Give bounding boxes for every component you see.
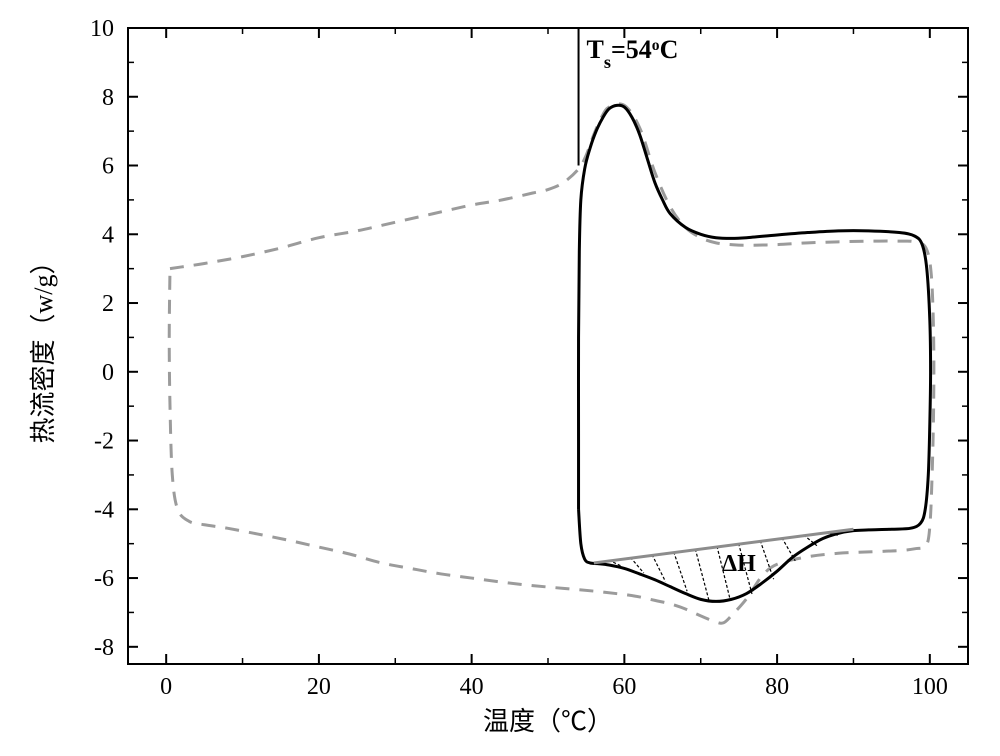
svg-text:2: 2 [102,291,114,317]
svg-text:0: 0 [160,674,172,700]
svg-text:60: 60 [612,674,636,700]
svg-text:10: 10 [90,16,114,42]
delta-h-label: ΔH [722,551,756,577]
svg-text:20: 20 [307,674,331,700]
chart-svg: 0 20 40 60 80 100 -8 -6 -4 -2 0 2 4 6 8 10 温度（℃） 热流密度（w/g… [0,0,1000,756]
svg-text:-8: -8 [94,635,114,661]
svg-text:-4: -4 [94,497,114,523]
svg-text:-2: -2 [94,429,114,455]
svg-text:80: 80 [765,674,789,700]
svg-text:-6: -6 [94,566,114,592]
x-axis-label: 温度（℃） [483,707,613,736]
ts-annotation: Ts=54oC [587,35,679,72]
svg-text:4: 4 [102,222,114,248]
svg-text:100: 100 [912,674,948,700]
series-dashed-gray [169,104,934,623]
svg-text:8: 8 [102,85,114,111]
svg-text:0: 0 [102,360,114,386]
svg-text:40: 40 [460,674,484,700]
series-solid-black [578,105,930,601]
dsc-chart: 0 20 40 60 80 100 -8 -6 -4 -2 0 2 4 6 8 10 温度（℃） 热流密度（w/g… [0,0,1000,756]
y-axis-label: 热流密度（w/g） [29,248,58,443]
svg-text:6: 6 [102,154,114,180]
